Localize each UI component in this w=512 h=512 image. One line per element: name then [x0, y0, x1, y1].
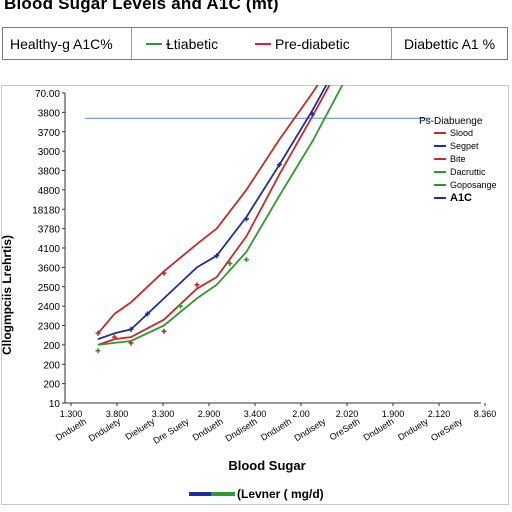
data-point: [161, 270, 167, 276]
data-point: [194, 282, 200, 288]
top-legend: Healthy-g A1C% Ɫtiabetic Pre-diabetic Di…: [2, 27, 508, 60]
y-tick-label: 3700: [38, 128, 61, 139]
y-tick-label: 3780: [38, 225, 61, 236]
y-tick-label: 18180: [32, 205, 60, 216]
data-point: [161, 328, 167, 334]
x-tick-label: 3.800: [106, 409, 129, 419]
top-legend-item-healthy: Healthy-g A1C%: [10, 28, 113, 59]
x-axis-unit-label: (Levner ( mg/d): [237, 487, 324, 501]
y-tick-label: 3000: [38, 147, 61, 158]
data-point: [214, 253, 220, 259]
top-legend-divider: [391, 28, 392, 59]
top-legend-label: Healthy-g A1C%: [10, 35, 113, 52]
series-line-4: [97, 36, 373, 346]
data-point: [276, 162, 282, 168]
data-point: [128, 340, 134, 346]
data-point: [95, 348, 101, 354]
legend-label: A1C: [450, 192, 472, 204]
data-point: [309, 111, 315, 117]
y-tick-label: 200: [43, 360, 60, 371]
y-tick-label: 2400: [38, 302, 61, 313]
data-point: [243, 216, 249, 222]
top-legend-label: Pre-diabetic: [275, 35, 350, 52]
data-point: [144, 311, 150, 317]
x-axis-label: Blood Sugar: [228, 458, 305, 473]
y-tick-label: 3800: [38, 108, 61, 119]
y-tick-label: 2300: [38, 322, 61, 333]
chart-border: [1, 85, 509, 505]
y-tick-label: 4100: [38, 244, 61, 255]
x-tick-label: 3.300: [152, 409, 175, 419]
green-line-swatch: [146, 42, 162, 45]
red-line-swatch: [255, 42, 271, 45]
data-point: [128, 326, 134, 332]
x-tick-label: 2.120: [428, 409, 451, 419]
legend-label: Goposange: [450, 180, 497, 190]
chart-title: Blood Sugar Levels and A1C (mt): [4, 0, 279, 13]
x-tick-label: 2.020: [336, 409, 359, 419]
x-tick-label: 3.400: [244, 409, 267, 419]
data-point: [227, 261, 233, 266]
data-point: [111, 334, 117, 340]
x-tick-label: 1.900: [382, 409, 405, 419]
data-point: [243, 257, 249, 263]
top-legend-divider: [131, 28, 132, 59]
legend-label: Bite: [450, 154, 466, 164]
y-axis-label: Cllogmpciis Lrehrtis): [1, 235, 14, 355]
y-tick-label: 10: [49, 399, 61, 410]
legend-label: Segpet: [450, 141, 479, 151]
data-point: [177, 303, 183, 309]
top-legend-label: Diabettic A1 %: [404, 35, 496, 52]
top-legend-item-diabetic: Ɫtiabetic: [146, 28, 218, 59]
top-legend-item-prediabetic: Pre-diabetic: [255, 28, 350, 59]
top-legend-label: Ɫtiabetic: [166, 35, 219, 52]
y-tick-label: 4800: [38, 186, 61, 197]
x-tick-label: 8.360: [474, 409, 497, 419]
y-tick-label: 2500: [38, 283, 61, 294]
x-tick-label: 2.900: [198, 409, 221, 419]
x-tick-label: 2.00: [292, 409, 310, 419]
y-tick-label: 3800: [38, 167, 61, 178]
legend-label: Slood: [450, 128, 473, 138]
y-tick-label: 200: [43, 341, 60, 352]
y-tick-label: 200: [43, 380, 60, 391]
data-point: [95, 330, 101, 336]
x-tick-label: 1.300: [60, 409, 83, 419]
y-tick-label: 70.00: [35, 89, 60, 100]
top-legend-item-diabetic-a1: Diabettic A1 %: [404, 28, 495, 59]
legend-label: Dacruttic: [450, 167, 486, 177]
series-line-3: [97, 9, 373, 346]
y-tick-label: 3600: [38, 263, 61, 274]
legend-header: Ps-Diabuenge: [419, 116, 483, 127]
